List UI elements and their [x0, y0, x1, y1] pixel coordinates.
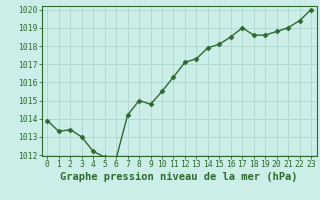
X-axis label: Graphe pression niveau de la mer (hPa): Graphe pression niveau de la mer (hPa)	[60, 172, 298, 182]
